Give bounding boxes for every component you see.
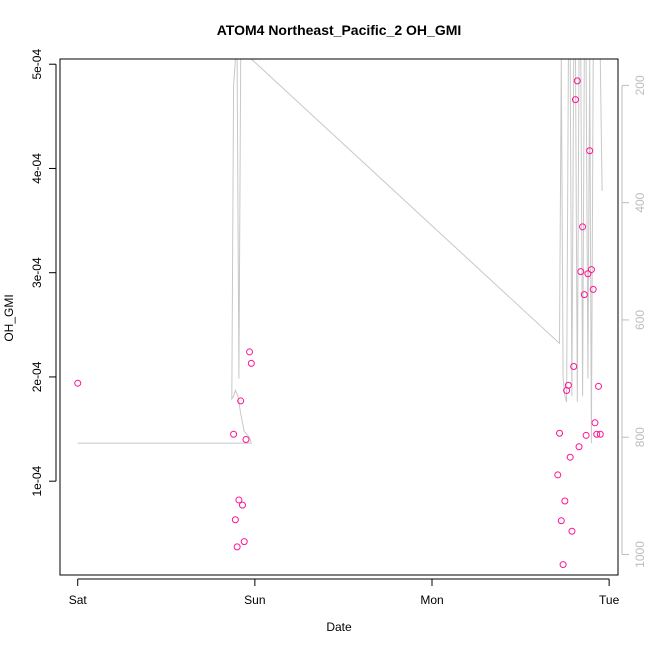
y-tick-label: 2e-04: [30, 361, 44, 392]
y2-tick-label: 600: [633, 310, 647, 330]
data-point: [246, 348, 254, 356]
x-tick-label: Sun: [244, 593, 265, 607]
pressure-line-layer: [77, 58, 603, 444]
data-point: [74, 379, 82, 387]
data-point: [586, 147, 594, 155]
x-axis-label: Date: [326, 620, 352, 634]
data-point: [237, 397, 245, 405]
data-point: [564, 381, 572, 389]
data-point: [561, 497, 569, 505]
x-tick-label: Tue: [599, 593, 620, 607]
data-point: [231, 516, 239, 524]
data-point: [566, 453, 574, 461]
data-point: [582, 431, 590, 439]
data-point: [233, 543, 241, 551]
data-point: [584, 270, 592, 278]
data-point: [230, 430, 238, 438]
y-tick-label: 3e-04: [30, 257, 44, 288]
data-point: [247, 359, 255, 367]
chart-title: ATOM4 Northeast_Pacific_2 OH_GMI: [217, 22, 462, 38]
y2-tick-label: 1000: [633, 541, 647, 568]
data-point: [587, 266, 595, 274]
y2-tick-label: 400: [633, 192, 647, 212]
plot-frame: [59, 58, 619, 576]
data-point: [591, 419, 599, 427]
y2-tick-label: 200: [633, 75, 647, 95]
data-point: [235, 496, 243, 504]
data-point: [575, 443, 583, 451]
y-tick-label: 1e-04: [30, 466, 44, 497]
pressure-line: [77, 58, 603, 444]
data-point: [579, 223, 587, 231]
x-tick-label: Mon: [420, 593, 443, 607]
data-point: [589, 285, 597, 293]
data-point: [557, 517, 565, 525]
y-tick-label: 5e-04: [30, 49, 44, 80]
data-point: [595, 382, 603, 390]
data-point: [596, 430, 604, 438]
data-point: [568, 527, 576, 535]
data-point: [556, 429, 564, 437]
x-tick-label: Sat: [69, 593, 88, 607]
points-layer: [74, 77, 604, 569]
y-axis: 1e-04 2e-04 3e-04 4e-04 5e-04: [30, 49, 57, 497]
data-point: [580, 291, 588, 299]
y-axis-label: OH_GMI: [2, 294, 16, 341]
data-point: [238, 501, 246, 509]
y-tick-label: 4e-04: [30, 153, 44, 184]
data-point: [242, 435, 250, 443]
data-point: [571, 96, 579, 104]
data-point: [240, 538, 248, 546]
data-point: [593, 430, 601, 438]
data-point: [559, 561, 567, 569]
x-axis: Sat Sun Mon Tue: [69, 578, 620, 607]
y2-tick-label: 800: [633, 427, 647, 447]
data-point: [573, 77, 581, 85]
y2-axis: 200 400 600 800 1000: [621, 75, 647, 568]
data-point: [570, 363, 578, 371]
data-point: [577, 268, 585, 276]
data-point: [554, 471, 562, 479]
